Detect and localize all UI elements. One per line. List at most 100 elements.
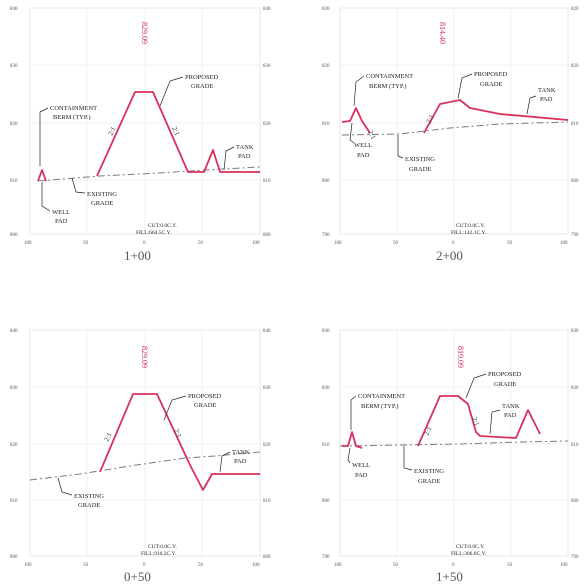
callout-well-pad: WELL PAD bbox=[41, 182, 70, 225]
slope-label-left: 2:1 bbox=[366, 129, 377, 141]
y-tick-label: 830 bbox=[322, 329, 330, 334]
callout-well-pad: WELL PAD bbox=[349, 122, 372, 159]
x-tick-label: 0 bbox=[143, 563, 146, 568]
y-tick-label-right: 840 bbox=[263, 7, 271, 12]
y-tick-label: 810 bbox=[10, 179, 18, 184]
existing-grade-line bbox=[37, 166, 261, 182]
y-tick-label: 820 bbox=[10, 443, 18, 448]
y-tick-label-right: 820 bbox=[263, 443, 271, 448]
y-tick-label-right: 820 bbox=[571, 64, 579, 69]
y-tick-label-right: 800 bbox=[571, 179, 579, 184]
callout-well-pad: WELL PAD bbox=[347, 447, 370, 479]
y-tick-label: 800 bbox=[10, 233, 18, 238]
y-tick-label-right: 800 bbox=[263, 233, 271, 238]
cut-volume: CUT:0.0C.Y. bbox=[456, 223, 485, 229]
y-tick-label-right: 790 bbox=[571, 555, 579, 560]
svg-text:PAD: PAD bbox=[234, 458, 247, 465]
svg-text:TANK: TANK bbox=[502, 403, 520, 410]
grid bbox=[30, 8, 260, 234]
x-tick-label: 100 bbox=[24, 563, 32, 568]
y-tick-label-right: 840 bbox=[263, 329, 271, 334]
svg-text:PROPOSED: PROPOSED bbox=[188, 393, 222, 400]
y-tick-label: 820 bbox=[322, 64, 330, 69]
callout-tank-pad: TANK PAD bbox=[223, 144, 254, 171]
y-tick-label: 840 bbox=[10, 7, 18, 12]
y-tick-label: 840 bbox=[10, 329, 18, 334]
svg-text:TANK: TANK bbox=[538, 87, 556, 94]
cut-volume: CUT:0.0C.Y. bbox=[456, 544, 485, 550]
callout-proposed-grade: PROPOSED GRADE bbox=[465, 371, 522, 399]
svg-text:GRADE: GRADE bbox=[409, 166, 431, 173]
slope-label-right: 2:1 bbox=[170, 125, 181, 137]
fill-volume: FILL:306.6C.Y. bbox=[451, 551, 487, 557]
station-label: 0+50 bbox=[124, 569, 151, 584]
cut-volume: CUT:0.0C.Y. bbox=[148, 223, 177, 229]
svg-text:CONTAINMENT: CONTAINMENT bbox=[358, 393, 405, 400]
svg-text:PAD: PAD bbox=[504, 412, 517, 419]
callout-proposed-grade: PROPOSED GRADE bbox=[163, 393, 222, 421]
callout-containment-berm: CONTAINMENT BERM (TYP.) bbox=[39, 105, 97, 166]
y-tick-label-right: 800 bbox=[263, 555, 271, 560]
elevation-tag: 829.09 bbox=[140, 22, 149, 44]
slope-label-left: 2:1 bbox=[423, 425, 434, 437]
svg-text:WELL: WELL bbox=[352, 462, 370, 469]
existing-grade-line bbox=[29, 451, 261, 481]
panel-station-0-50: 840 830 820 810 800 840 830 820 810 800 … bbox=[10, 329, 271, 584]
svg-text:GRADE: GRADE bbox=[78, 502, 100, 509]
callout-proposed-grade: PROPOSED GRADE bbox=[457, 71, 508, 99]
y-tick-label: 810 bbox=[322, 443, 330, 448]
callout-containment-berm: CONTAINMENT BERM (TYP.) bbox=[350, 393, 405, 430]
slope-label-right: 2:1 bbox=[470, 416, 481, 428]
callout-tank-pad: TANK PAD bbox=[489, 403, 520, 435]
cut-volume: CUT:0.0C.Y. bbox=[148, 544, 177, 550]
callout-existing-grade: EXISTING GRADE bbox=[397, 135, 435, 173]
svg-text:PAD: PAD bbox=[355, 472, 368, 479]
slope-label-left: 2:1 bbox=[107, 125, 118, 137]
existing-grade-line bbox=[339, 440, 569, 447]
proposed-grade-line bbox=[99, 393, 260, 491]
svg-text:PAD: PAD bbox=[357, 152, 370, 159]
x-tick-label: 50 bbox=[198, 563, 204, 568]
y-tick-label: 790 bbox=[322, 555, 330, 560]
svg-text:GRADE: GRADE bbox=[91, 200, 113, 207]
panel-station-2-00: 820 820 810 800 790 820 820 810 800 790 … bbox=[322, 7, 579, 263]
x-tick-label: 50 bbox=[83, 241, 89, 246]
x-tick-label: 50 bbox=[393, 241, 399, 246]
y-tick-label-right: 800 bbox=[571, 499, 579, 504]
svg-text:PROPOSED: PROPOSED bbox=[488, 371, 522, 378]
x-tick-label: 50 bbox=[83, 563, 89, 568]
callout-tank-pad: TANK PAD bbox=[219, 449, 250, 473]
y-tick-label: 800 bbox=[10, 555, 18, 560]
svg-text:EXISTING: EXISTING bbox=[87, 191, 117, 198]
svg-text:WELL: WELL bbox=[52, 209, 70, 216]
svg-text:GRADE: GRADE bbox=[418, 478, 440, 485]
svg-text:PROPOSED: PROPOSED bbox=[185, 74, 219, 81]
x-tick-label: 100 bbox=[334, 563, 342, 568]
fill-volume: FILL:664.5C.Y. bbox=[136, 230, 172, 236]
callout-existing-grade: EXISTING GRADE bbox=[403, 446, 444, 485]
x-tick-label: 0 bbox=[452, 563, 455, 568]
callout-existing-grade: EXISTING GRADE bbox=[57, 477, 104, 509]
svg-text:EXISTING: EXISTING bbox=[414, 468, 444, 475]
elevation-tag: 814.40 bbox=[438, 22, 447, 44]
svg-text:GRADE: GRADE bbox=[191, 83, 213, 90]
x-tick-label: 0 bbox=[143, 241, 146, 246]
svg-text:PROPOSED: PROPOSED bbox=[474, 71, 508, 78]
callout-containment-berm: CONTAINMENT BERM (TYP.) bbox=[353, 73, 413, 107]
slope-label-right: 2:1 bbox=[425, 113, 436, 125]
svg-text:PAD: PAD bbox=[55, 218, 68, 225]
y-tick-label: 820 bbox=[322, 7, 330, 12]
x-tick-label: 100 bbox=[252, 563, 260, 568]
svg-text:CONTAINMENT: CONTAINMENT bbox=[366, 73, 413, 80]
x-tick-label: 50 bbox=[507, 563, 513, 568]
y-tick-label: 830 bbox=[10, 64, 18, 69]
svg-text:EXISTING: EXISTING bbox=[74, 493, 104, 500]
svg-text:TANK: TANK bbox=[236, 144, 254, 151]
x-tick-label: 100 bbox=[334, 241, 342, 246]
x-tick-label: 50 bbox=[393, 563, 399, 568]
proposed-grade-line bbox=[342, 395, 541, 449]
panel-station-1-50: 830 830 810 800 790 830 830 810 800 790 … bbox=[322, 329, 579, 584]
svg-text:WELL: WELL bbox=[354, 142, 372, 149]
panel-station-1-00: 840 830 820 810 800 840 830 820 810 800 … bbox=[10, 7, 271, 263]
